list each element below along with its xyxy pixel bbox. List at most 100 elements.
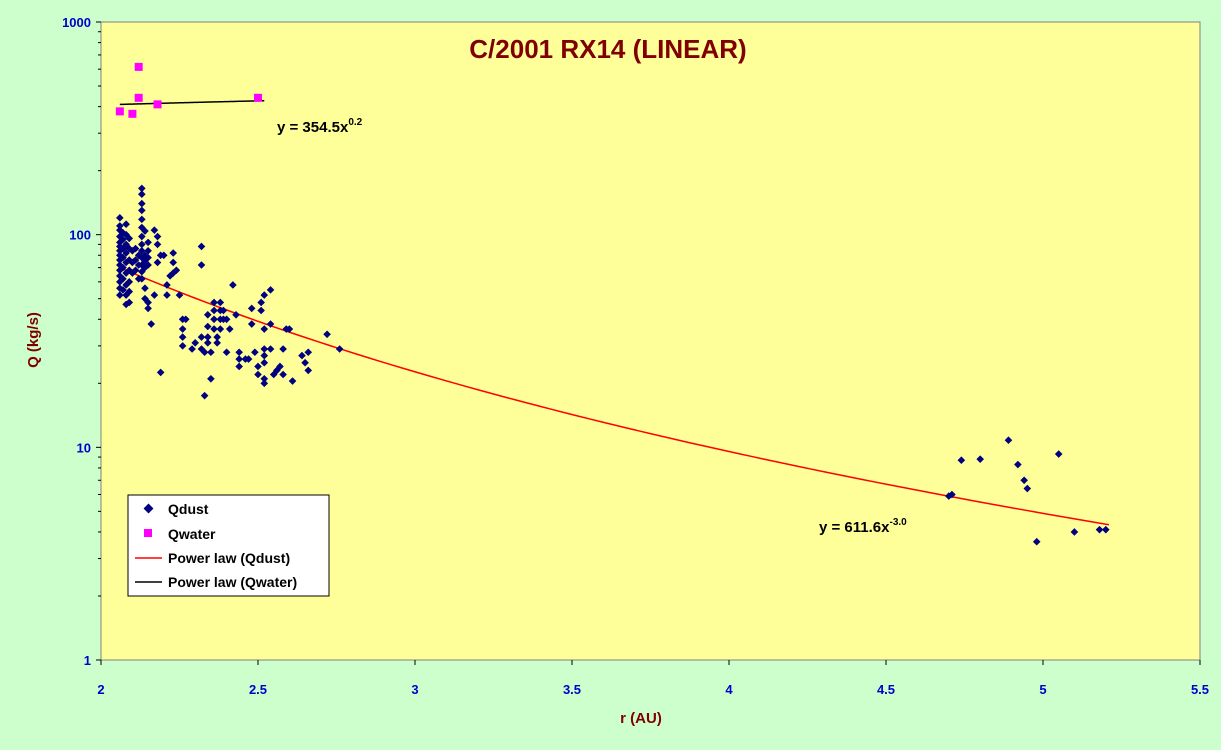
y-tick-label: 1 (84, 653, 91, 668)
qdust-point (301, 358, 309, 367)
qdust-point (144, 261, 152, 269)
x-tick-label: 5.5 (1191, 682, 1209, 697)
qdust-point (153, 258, 162, 267)
x-tick-label: 2.5 (249, 682, 267, 697)
qdust-point (144, 246, 152, 255)
y-tick-label: 1000 (62, 15, 91, 30)
x-tick-label: 4 (725, 682, 733, 697)
qdust-point (203, 339, 212, 347)
qdust-point (125, 298, 134, 307)
qdust-point (260, 351, 269, 360)
qdust-point (169, 258, 178, 267)
qdust-point (288, 377, 297, 385)
qdust-point (153, 240, 162, 249)
qdust-point (119, 244, 127, 253)
qdust-point (178, 342, 187, 350)
qdust-point (119, 235, 127, 244)
legend-qdust-label: Qdust (168, 501, 209, 517)
qdust-point (222, 348, 231, 357)
qdust-point (254, 370, 262, 379)
qdust-point (225, 325, 234, 333)
qdust-point (178, 325, 187, 333)
qdust-point (116, 291, 124, 299)
qdust-point (235, 362, 243, 371)
qdust-point (125, 234, 134, 243)
qdust-point (285, 325, 294, 333)
qwater-point (128, 109, 137, 118)
qdust-point (178, 333, 187, 341)
qdust-point (216, 325, 225, 333)
qdust-point (122, 230, 130, 239)
qdust-point (948, 490, 956, 499)
legend-qwater-label: Qwater (168, 526, 216, 542)
qdust-point (222, 315, 231, 324)
qdust-point (122, 291, 130, 299)
qdust-point (169, 249, 178, 257)
qdust-point (266, 286, 275, 294)
qdust-point (169, 269, 178, 277)
qdust-point (122, 300, 130, 309)
qdust-point (232, 310, 240, 319)
qdust-point (122, 220, 130, 228)
legend-water-fit-label: Power law (Qwater) (168, 574, 297, 590)
legend-qdust-marker (143, 503, 154, 514)
qdust-point (128, 269, 137, 277)
qdust-point (210, 325, 218, 333)
qdust-point (203, 333, 212, 341)
qdust-point (150, 291, 159, 299)
qdust-point (197, 345, 206, 353)
qdust-point (138, 206, 146, 215)
qdust-point (1054, 450, 1063, 458)
qdust-point (191, 339, 199, 347)
qdust-point (144, 253, 152, 262)
qdust-point (247, 304, 256, 313)
legend-box (127, 494, 330, 597)
qdust-point (1004, 436, 1013, 445)
qdust-point (119, 286, 127, 294)
qdust-point (260, 379, 269, 388)
qwater-point (254, 93, 262, 102)
qdust-point (257, 306, 265, 315)
qdust-point (229, 281, 237, 289)
qdust-point (119, 263, 127, 272)
qdust-point (122, 269, 130, 277)
qdust-point (141, 284, 149, 293)
qwater-point (115, 107, 124, 116)
qdust-point (279, 345, 287, 353)
qdust-point (957, 456, 966, 464)
qdust-point (138, 190, 146, 198)
qdust-point (197, 261, 206, 269)
qdust-point (144, 238, 152, 247)
qdust-point (266, 320, 275, 328)
qdust-point (304, 348, 313, 357)
x-tick-label: 5 (1039, 682, 1046, 697)
qdust-point (1070, 528, 1079, 536)
qdust-point (156, 368, 165, 377)
qdust-point (128, 246, 137, 255)
qdust-point (147, 320, 156, 328)
qdust-point (181, 315, 190, 324)
qdust-point (213, 339, 221, 347)
qwater-point (134, 62, 143, 71)
qdust-point (163, 281, 171, 289)
qdust-point (1032, 537, 1041, 546)
qdust-point (1020, 476, 1028, 485)
qdust-point (260, 325, 269, 333)
qdust-point (128, 258, 137, 267)
qdust-point (219, 306, 228, 315)
qdust-point (200, 348, 209, 357)
qdust-point (304, 366, 313, 375)
qdust-point (1095, 525, 1104, 534)
qdust-point (144, 304, 152, 313)
qdust-point (160, 251, 168, 260)
qdust-point (203, 322, 212, 331)
qdust-point (203, 310, 212, 319)
qdust-point (251, 348, 259, 357)
qdust-point (122, 240, 130, 249)
qdust-point (125, 256, 134, 264)
qdust-point (210, 306, 218, 315)
y-tick-label: 10 (77, 440, 91, 455)
qdust-point (260, 375, 269, 383)
qdust-point (138, 199, 146, 208)
